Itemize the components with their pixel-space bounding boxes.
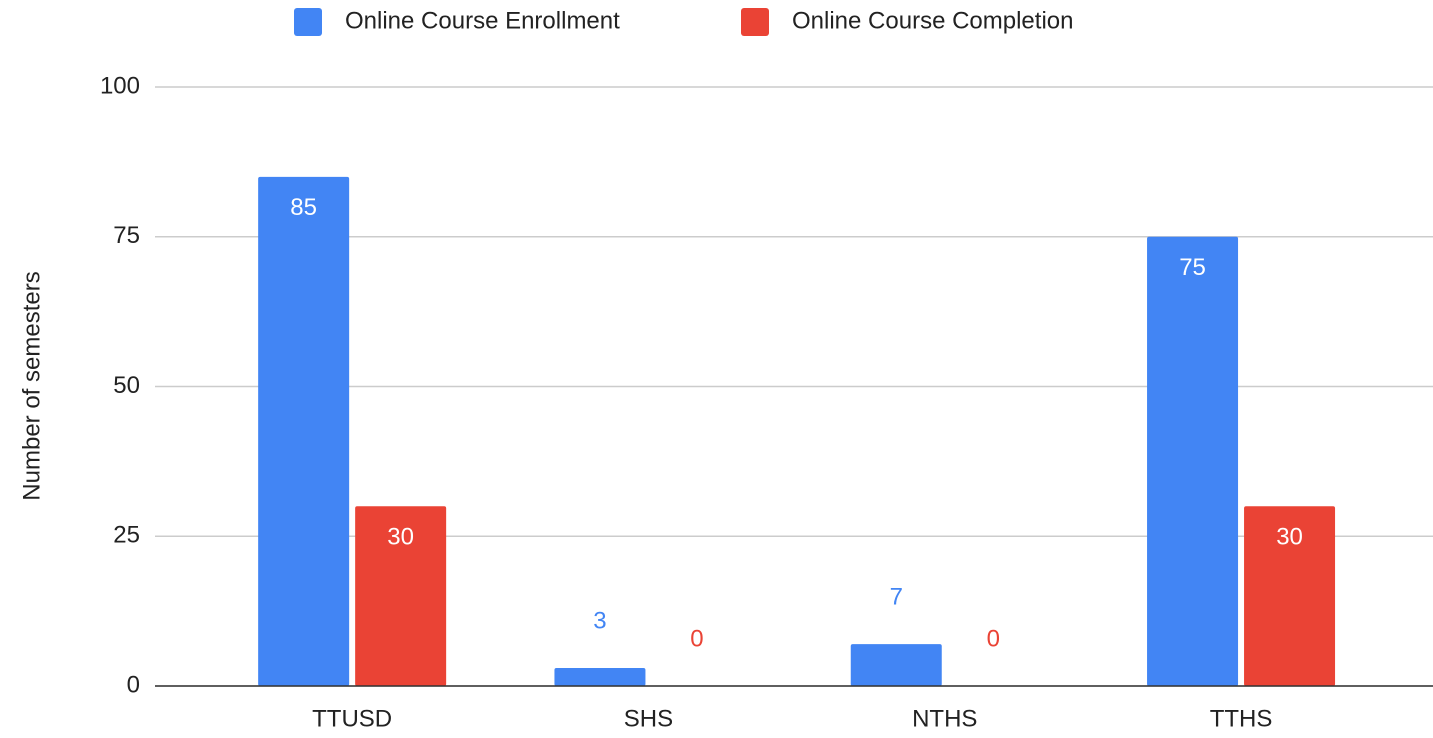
bar — [258, 176, 350, 686]
data-label: 7 — [890, 583, 903, 610]
y-axis-title: Number of semesters — [18, 271, 45, 500]
bar — [554, 668, 646, 686]
y-tick-label: 100 — [100, 72, 140, 99]
data-label: 30 — [1276, 524, 1303, 551]
legend-swatch — [294, 8, 322, 36]
y-tick-label: 75 — [113, 222, 140, 249]
x-tick-label: TTUSD — [312, 705, 392, 732]
x-tick-label: NTHS — [912, 705, 977, 732]
legend-label: Online Course Completion — [792, 7, 1073, 34]
data-label: 3 — [593, 607, 606, 634]
data-label: 30 — [387, 524, 414, 551]
y-tick-label: 50 — [113, 372, 140, 399]
y-tick-label: 0 — [127, 671, 140, 698]
data-label: 0 — [987, 625, 1000, 652]
legend-label: Online Course Enrollment — [345, 7, 620, 34]
data-label: 75 — [1179, 254, 1206, 281]
x-tick-label: TTHS — [1210, 705, 1273, 732]
bar — [1244, 506, 1336, 686]
data-label: 85 — [290, 194, 317, 221]
bar — [355, 506, 447, 686]
bar — [1147, 236, 1239, 686]
y-tick-label: 25 — [113, 522, 140, 549]
bar — [850, 644, 942, 686]
legend-swatch — [741, 8, 769, 36]
x-tick-label: SHS — [624, 705, 673, 732]
data-label: 0 — [690, 625, 703, 652]
